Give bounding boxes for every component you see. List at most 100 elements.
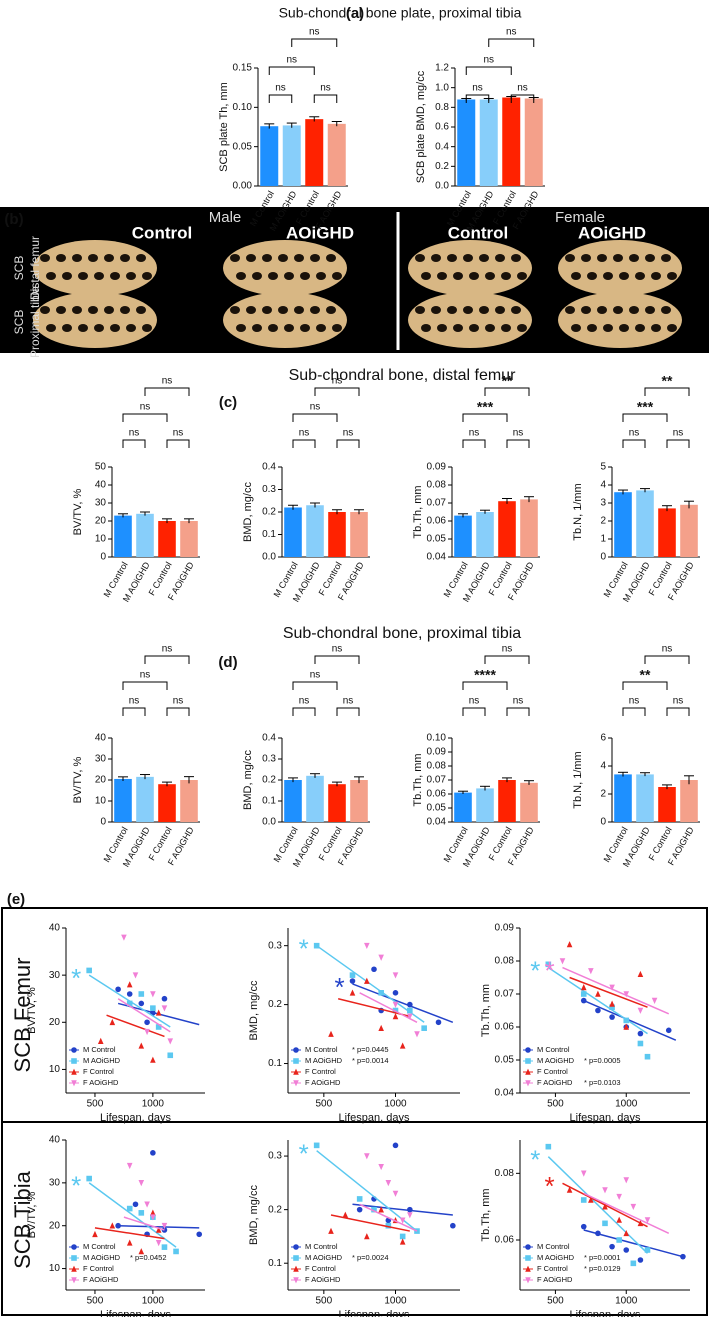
point [115, 1222, 121, 1229]
bone-pore [511, 306, 521, 314]
significance-bracket [292, 681, 338, 690]
bar [180, 780, 198, 822]
legend-marker [525, 1277, 531, 1284]
bone-pore [415, 254, 425, 262]
bone-pore [479, 306, 489, 314]
point [602, 1203, 608, 1210]
point [580, 984, 587, 991]
point [132, 1201, 139, 1208]
point [392, 1001, 399, 1008]
significance-label: ns [502, 644, 513, 655]
y-tick-label: 0.1 [268, 1058, 282, 1069]
x-tick-label: 500 [315, 1099, 332, 1110]
point [644, 1247, 651, 1253]
bone-pore [316, 272, 326, 280]
row-label: SCB Femur [10, 958, 35, 1073]
legend-label: M AOiGHD [537, 1056, 575, 1065]
bar [454, 515, 472, 557]
legend-label: F AOiGHD [305, 1275, 341, 1284]
significance-label: ns [662, 644, 673, 655]
y-tick-label: 0.1 [268, 1258, 282, 1269]
fit-line [562, 966, 670, 1015]
point [349, 972, 356, 978]
legend-marker [525, 1047, 531, 1053]
bar [350, 512, 368, 557]
y-tick-label: 0.09 [427, 462, 447, 473]
significance-label: *** [477, 399, 494, 415]
point [138, 1210, 145, 1216]
significance-label: ns [140, 670, 151, 681]
y-tick-label: 0.1 [262, 796, 276, 807]
point [566, 1186, 573, 1193]
y-axis-title: BV/TV, % [26, 987, 38, 1034]
point [167, 1038, 174, 1045]
bone-pore [246, 306, 256, 314]
point [161, 1005, 168, 1012]
legend-marker [71, 1047, 77, 1053]
point [623, 1247, 630, 1253]
y-axis-title: Tb.Th, mm [480, 984, 492, 1037]
bar [457, 99, 476, 186]
significance-label: ns [129, 696, 140, 707]
point [609, 1243, 615, 1250]
bone-pore [495, 254, 505, 262]
significance-bracket [462, 439, 486, 448]
y-tick-label: 0.3 [268, 940, 282, 951]
bone-pore [603, 324, 613, 332]
bone-pore [78, 324, 88, 332]
bone-pore [294, 306, 304, 314]
significance-star: * [71, 963, 81, 993]
y-tick-label: 20 [95, 516, 107, 527]
legend-marker [293, 1080, 299, 1087]
x-tick-label: 500 [315, 1296, 332, 1307]
bar [306, 775, 324, 822]
bone-pore [88, 254, 98, 262]
y-tick-label: 1.2 [435, 63, 449, 74]
bone-pore [603, 272, 613, 280]
bar [328, 784, 346, 822]
bone-pore [120, 254, 130, 262]
point [609, 1000, 615, 1007]
group-label: Control [132, 223, 192, 242]
point [356, 1206, 363, 1213]
point [616, 1216, 622, 1223]
bone-pore [136, 306, 146, 314]
bone-render [558, 292, 682, 348]
point [167, 1052, 174, 1059]
bone-pore [661, 306, 671, 314]
y-tick-label: 0.0 [262, 552, 276, 563]
point [623, 1023, 630, 1030]
bone-pore [437, 324, 447, 332]
bone-pore [469, 272, 479, 280]
point [126, 991, 133, 997]
fit-line [123, 1216, 165, 1231]
x-tick-label: 500 [87, 1099, 104, 1110]
legend-marker [71, 1255, 77, 1261]
fit-line [359, 992, 418, 1023]
bone-pore [453, 272, 463, 280]
bar [498, 501, 516, 557]
y-tick-label: 0.3 [268, 1151, 282, 1162]
bone-pore [326, 306, 336, 314]
legend-marker [293, 1277, 299, 1284]
point [435, 1019, 442, 1026]
point [580, 1170, 587, 1177]
y-axis-title: Tb.Th, mm [480, 1188, 492, 1241]
y-tick-label: 4 [600, 480, 606, 491]
y-tick-label: 30 [49, 1177, 61, 1188]
bar [498, 780, 516, 822]
significance-label: ns [299, 696, 310, 707]
legend-label: M Control [537, 1045, 570, 1054]
significance-bracket [484, 655, 530, 664]
bone-pore [463, 306, 473, 314]
legend-marker [525, 1244, 531, 1250]
y-tick-label: 0.10 [427, 733, 447, 744]
y-tick-label: 0.3 [262, 484, 276, 495]
legend-label: F AOiGHD [537, 1275, 573, 1284]
x-axis-title: Lifespan, days [570, 1309, 641, 1317]
point [385, 1222, 392, 1229]
point [138, 1248, 145, 1255]
fit-line [352, 1203, 453, 1216]
y-tick-label: 6 [600, 733, 606, 744]
bar [614, 492, 632, 557]
